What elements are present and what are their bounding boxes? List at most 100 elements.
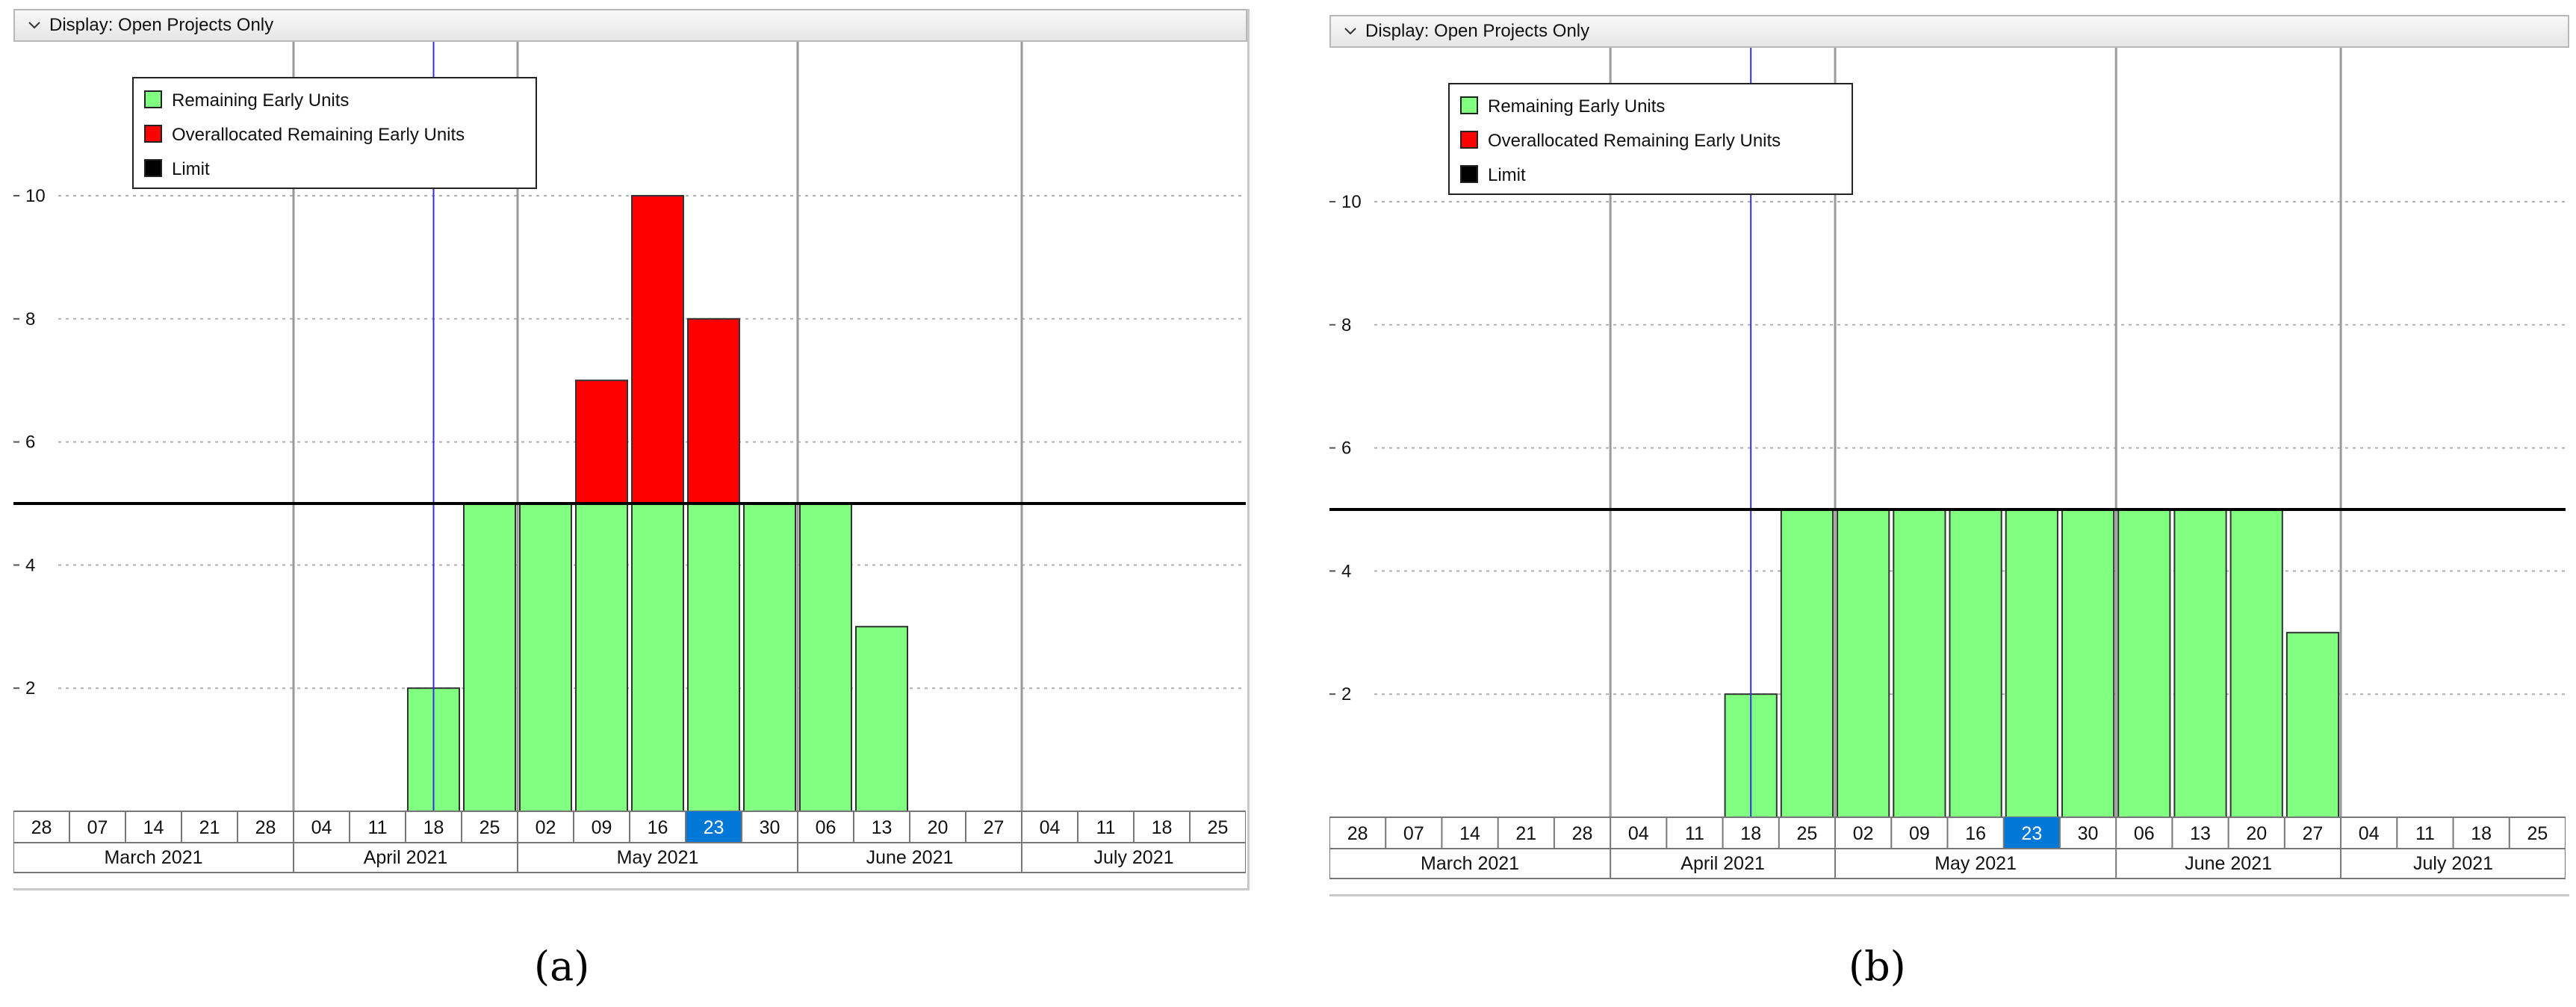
month-label: May 2021 xyxy=(1934,853,2017,874)
week-label: 30 xyxy=(760,817,780,838)
y-tick-label: 8 xyxy=(1341,315,1351,335)
y-tick-label: 2 xyxy=(1341,684,1351,704)
display-filter-header[interactable]: Display: Open Projects Only xyxy=(13,9,1247,42)
bar-remaining-early-units xyxy=(1837,509,1890,818)
figure-caption-a: (a) xyxy=(534,943,590,990)
legend-swatch xyxy=(144,125,162,143)
bar-remaining-early-units xyxy=(2229,509,2283,818)
legend-box xyxy=(1448,83,1853,195)
resource-histogram-chart: 2 4 6 8 10 Remaining Early Units Overallocated… xyxy=(13,42,1246,873)
month-label: June 2021 xyxy=(866,847,954,868)
legend-box xyxy=(132,77,537,189)
week-label: 25 xyxy=(479,817,500,838)
month-row xyxy=(1329,848,2566,879)
y-tick-label: 2 xyxy=(25,678,35,698)
month-label: July 2021 xyxy=(2413,853,2493,874)
week-label: 18 xyxy=(1152,817,1173,838)
legend-label: Remaining Early Units xyxy=(172,90,349,111)
y-tick-label: 6 xyxy=(25,433,35,453)
bar-remaining-early-units xyxy=(631,503,684,812)
week-label: 20 xyxy=(928,817,949,838)
chart-panel-a: Display: Open Projects Only 2 4 6 8 10 Remain… xyxy=(13,9,1250,890)
month-label: April 2021 xyxy=(1680,853,1765,874)
week-label: 14 xyxy=(143,817,164,838)
week-label: 04 xyxy=(1040,817,1061,838)
legend-swatch xyxy=(144,90,162,108)
y-tick-label: 6 xyxy=(1341,439,1351,459)
resource-histogram-chart: 2 4 6 8 10 Remaining Early Units Overallocated… xyxy=(1329,48,2566,879)
week-label: 16 xyxy=(648,817,668,838)
y-tick-label: 4 xyxy=(1341,561,1351,581)
month-label: March 2021 xyxy=(1421,853,1519,874)
week-label: 02 xyxy=(1853,823,1874,844)
week-label: 06 xyxy=(2134,823,2155,844)
legend-label: Limit xyxy=(1488,165,1526,185)
month-label: June 2021 xyxy=(2185,853,2272,874)
chevron-down-icon[interactable] xyxy=(28,22,40,29)
bar-overallocated-units xyxy=(687,317,740,504)
bar-overallocated-units xyxy=(631,195,684,504)
y-tick-label: 8 xyxy=(25,309,35,329)
week-label: 11 xyxy=(2415,823,2435,844)
week-label: 18 xyxy=(2471,823,2492,844)
bar-remaining-early-units xyxy=(1780,509,1834,818)
legend-swatch xyxy=(1460,96,1478,114)
bar-remaining-early-units xyxy=(799,503,852,812)
bar-remaining-early-units xyxy=(1893,509,1946,818)
week-label: 28 xyxy=(1572,823,1593,844)
legend-swatch xyxy=(144,159,162,177)
y-tick-label: 4 xyxy=(25,555,35,575)
figure-caption-b: (b) xyxy=(1849,943,1906,990)
display-filter-label: Display: Open Projects Only xyxy=(49,15,274,35)
chevron-down-icon[interactable] xyxy=(1344,28,1356,35)
week-label: 18 xyxy=(1740,823,1761,844)
week-label: 21 xyxy=(199,817,220,838)
week-label: 30 xyxy=(2078,823,2099,844)
week-label: 27 xyxy=(2303,823,2324,844)
week-label: 28 xyxy=(255,817,276,838)
week-label: 04 xyxy=(1628,823,1649,844)
bar-remaining-early-units xyxy=(463,503,516,812)
week-label: 06 xyxy=(816,817,837,838)
month-row xyxy=(13,842,1246,873)
month-label: May 2021 xyxy=(617,847,699,868)
week-label: 25 xyxy=(2527,823,2548,844)
week-label: 28 xyxy=(31,817,52,838)
y-tick-label: 10 xyxy=(1341,192,1362,212)
bar-remaining-early-units xyxy=(2061,509,2115,818)
current-week-highlight xyxy=(2003,817,2060,849)
week-label: 07 xyxy=(1403,823,1424,844)
week-label: 11 xyxy=(368,817,388,838)
display-filter-label: Display: Open Projects Only xyxy=(1365,21,1590,41)
week-label: 09 xyxy=(1909,823,1930,844)
week-label: 13 xyxy=(2190,823,2211,844)
week-label: 25 xyxy=(1208,817,1229,838)
bar-remaining-early-units xyxy=(575,503,628,812)
week-label: 09 xyxy=(592,817,612,838)
week-label: 13 xyxy=(872,817,893,838)
bar-remaining-early-units xyxy=(743,503,796,812)
legend-label: Overallocated Remaining Early Units xyxy=(1488,131,1781,151)
bar-remaining-early-units xyxy=(855,625,908,812)
month-label: April 2021 xyxy=(364,847,448,868)
chart-panel-b: Display: Open Projects Only 2 4 6 8 10 Remain… xyxy=(1329,15,2569,896)
legend-label: Overallocated Remaining Early Units xyxy=(172,125,465,145)
week-label: 04 xyxy=(2359,823,2380,844)
bar-overallocated-units xyxy=(575,379,628,505)
week-label: 23 xyxy=(2021,823,2042,844)
bar-remaining-early-units xyxy=(2117,509,2171,818)
week-label: 07 xyxy=(87,817,108,838)
legend-label: Remaining Early Units xyxy=(1488,96,1665,117)
week-label: 27 xyxy=(984,817,1005,838)
current-week-highlight xyxy=(686,811,742,843)
bar-remaining-early-units xyxy=(2285,631,2340,818)
month-label: July 2021 xyxy=(1093,847,1173,868)
y-tick-label: 10 xyxy=(25,186,46,206)
display-filter-header[interactable]: Display: Open Projects Only xyxy=(1329,15,2569,48)
week-label: 02 xyxy=(536,817,556,838)
week-label: 18 xyxy=(423,817,444,838)
week-label: 16 xyxy=(1965,823,1986,844)
bar-remaining-early-units xyxy=(2173,509,2227,818)
week-label: 28 xyxy=(1347,823,1368,844)
bar-remaining-early-units xyxy=(687,503,740,812)
